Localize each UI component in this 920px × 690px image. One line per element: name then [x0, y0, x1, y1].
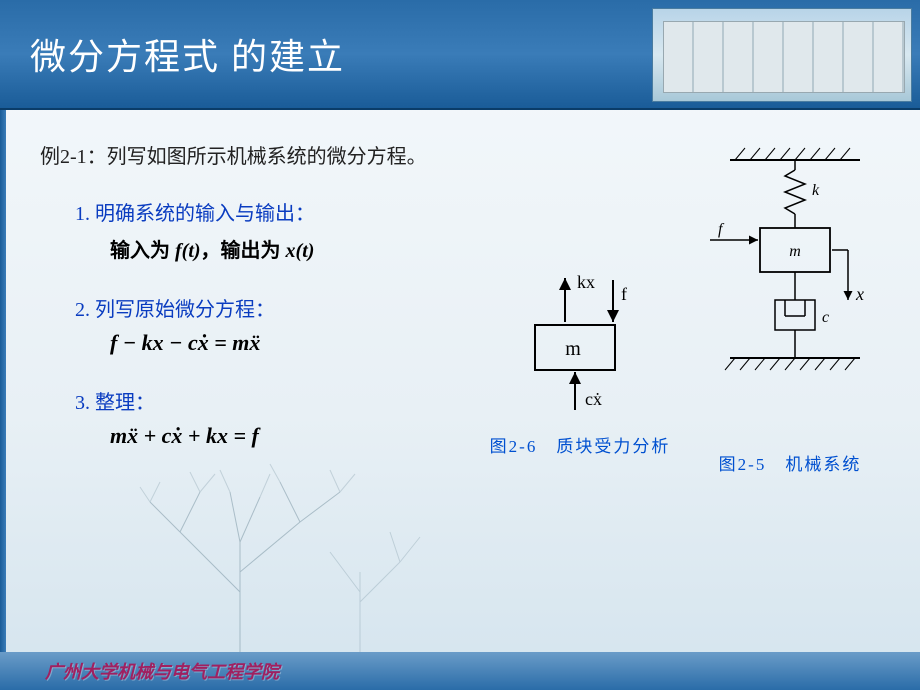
s1-pre: 输入为 — [110, 240, 175, 262]
fig26-f: f — [621, 284, 627, 304]
fig26-cx: cẋ — [585, 389, 602, 409]
figure-2-6: m kx f cẋ 图2-6 质块受力分析 — [480, 260, 680, 457]
fig26-caption: 图2-6 质块受力分析 — [480, 432, 680, 457]
fig25-x: x — [855, 284, 864, 304]
s1-x: x(t) — [286, 240, 315, 262]
fig25-c: c — [822, 309, 829, 326]
fig26-kx: kx — [577, 272, 595, 292]
fig26-m: m — [565, 338, 581, 360]
slide-header: 微分方程式 的建立 — [0, 0, 920, 110]
building-photo — [652, 8, 912, 102]
s1-mid: ，输出为 — [201, 240, 286, 262]
footer-text: 广州大学机械与电气工程学院 — [45, 658, 279, 684]
slide-footer: 广州大学机械与电气工程学院 — [0, 652, 920, 690]
fig25-caption: 图2-5 机械系统 — [690, 450, 890, 475]
fig25-m: m — [789, 243, 801, 260]
content-area: 例2-1：列写如图所示机械系统的微分方程。 1. 明确系统的输入与输出： 输入为… — [0, 110, 920, 489]
fig25-svg: k f m x c — [700, 140, 880, 440]
fig25-k: k — [812, 182, 820, 199]
decorative-tree — [120, 452, 480, 652]
page-title: 微分方程式 的建立 — [30, 28, 345, 80]
figure-2-5: k f m x c — [690, 140, 890, 475]
fig26-svg: m kx f cẋ — [495, 260, 665, 420]
s1-f: f(t) — [175, 240, 201, 262]
fig25-f: f — [718, 221, 725, 238]
